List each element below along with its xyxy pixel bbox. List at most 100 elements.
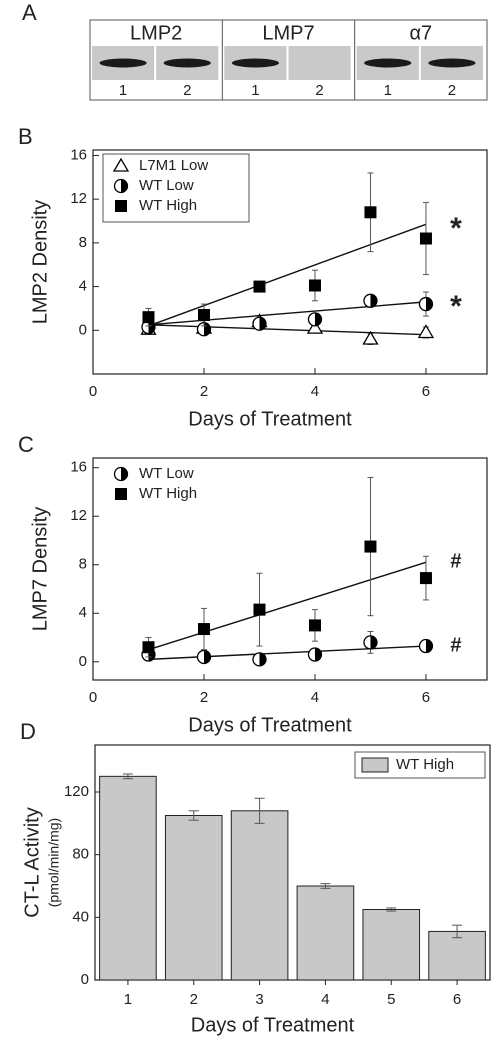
marker — [364, 540, 377, 553]
y-tick-label: 120 — [64, 783, 89, 800]
marker — [253, 603, 266, 616]
marker — [417, 324, 435, 339]
blot-lane — [288, 46, 351, 80]
y-tick-label: 8 — [79, 556, 87, 573]
marker-half — [314, 312, 322, 326]
blot-band — [99, 58, 147, 68]
legend: WT High — [354, 751, 486, 779]
marker — [308, 279, 321, 292]
x-tick-label: 2 — [190, 991, 198, 1008]
marker-half — [259, 317, 266, 331]
x-tick-label: 3 — [255, 991, 263, 1008]
blot-protein: LMP7 — [262, 22, 314, 44]
marker-half — [203, 650, 211, 664]
fit-line — [148, 561, 427, 651]
bar — [164, 815, 223, 981]
x-axis-label: Days of Treatment — [188, 408, 352, 430]
y-tick-label: 0 — [79, 653, 87, 670]
marker-half — [314, 648, 322, 662]
fit-line — [148, 223, 427, 327]
marker — [362, 330, 379, 345]
marker — [419, 232, 432, 245]
marker-shape — [197, 623, 210, 636]
marker-half — [425, 639, 433, 653]
legend-label: WT High — [396, 756, 454, 773]
marker — [419, 572, 432, 585]
annotation: # — [450, 551, 461, 573]
x-tick-label: 4 — [321, 991, 329, 1008]
blot-protein: LMP2 — [130, 22, 182, 44]
error-bar — [122, 773, 133, 780]
x-tick-label: 2 — [200, 383, 208, 400]
marker-shape — [115, 200, 127, 212]
legend: WT Low WT High — [113, 465, 197, 502]
plot-frame — [92, 149, 488, 375]
fit-line — [148, 301, 427, 326]
x-tick-label: 4 — [311, 383, 319, 400]
error-bar — [320, 883, 331, 889]
marker-shape — [306, 319, 324, 334]
x-axis-label: Days of Treatment — [188, 714, 352, 736]
error-bar — [254, 797, 265, 824]
y-tick-label: 12 — [70, 507, 87, 524]
lane-label: 1 — [251, 82, 259, 99]
marker — [197, 308, 210, 321]
panel-label: A — [22, 0, 37, 25]
bar — [362, 909, 421, 981]
y-tick-label: 0 — [81, 971, 89, 988]
bar — [428, 930, 486, 981]
fit-line — [148, 324, 426, 336]
marker — [115, 200, 127, 212]
marker-shape — [364, 540, 377, 553]
marker — [308, 619, 321, 632]
x-tick-label: 0 — [89, 689, 97, 706]
marker — [363, 635, 378, 650]
blot-band — [364, 58, 412, 68]
y-axis-label: LMP2 Density — [29, 200, 51, 325]
marker-shape — [115, 488, 127, 500]
marker — [115, 488, 127, 500]
legend-label: WT Low — [139, 465, 194, 482]
plot-frame — [92, 457, 488, 681]
marker — [363, 293, 378, 308]
y-tick-label: 0 — [79, 321, 87, 338]
marker-shape — [142, 641, 155, 654]
marker — [252, 652, 267, 667]
x-tick-label: 2 — [200, 689, 208, 706]
y-tick-label: 80 — [72, 846, 89, 863]
y-tick-label: 12 — [70, 190, 87, 207]
legend-label: WT High — [139, 197, 197, 214]
x-tick-label: 5 — [387, 991, 395, 1008]
marker-shape — [419, 572, 432, 585]
lane-label: 2 — [448, 82, 456, 99]
annotation: * — [450, 212, 462, 245]
marker — [307, 312, 323, 327]
marker — [197, 623, 210, 636]
panel-label: C — [18, 432, 34, 457]
blot-protein: α7 — [409, 22, 432, 44]
bar — [230, 810, 289, 981]
legend-label: WT High — [139, 485, 197, 502]
legend-label: L7M1 Low — [139, 157, 208, 174]
legend-swatch — [361, 757, 389, 773]
y-tick-label: 16 — [70, 146, 87, 163]
marker — [196, 649, 212, 665]
marker — [252, 316, 267, 331]
legend: L7M1 Low WT Low WT High — [102, 153, 250, 223]
y-axis-units: (pmol/min/mg) — [46, 818, 62, 907]
marker-half — [121, 179, 128, 193]
y-tick-label: 16 — [70, 459, 87, 476]
blot-band — [428, 58, 476, 68]
bar — [296, 885, 355, 981]
error-bar — [188, 810, 199, 821]
x-tick-label: 6 — [422, 689, 430, 706]
panel-label: B — [18, 124, 33, 149]
marker-shape — [253, 280, 266, 293]
marker-shape — [308, 619, 321, 632]
lane-label: 1 — [384, 82, 392, 99]
lane-label: 2 — [183, 82, 191, 99]
marker — [306, 319, 324, 334]
x-axis-label: Days of Treatment — [191, 1014, 355, 1036]
lane-label: 1 — [119, 82, 127, 99]
